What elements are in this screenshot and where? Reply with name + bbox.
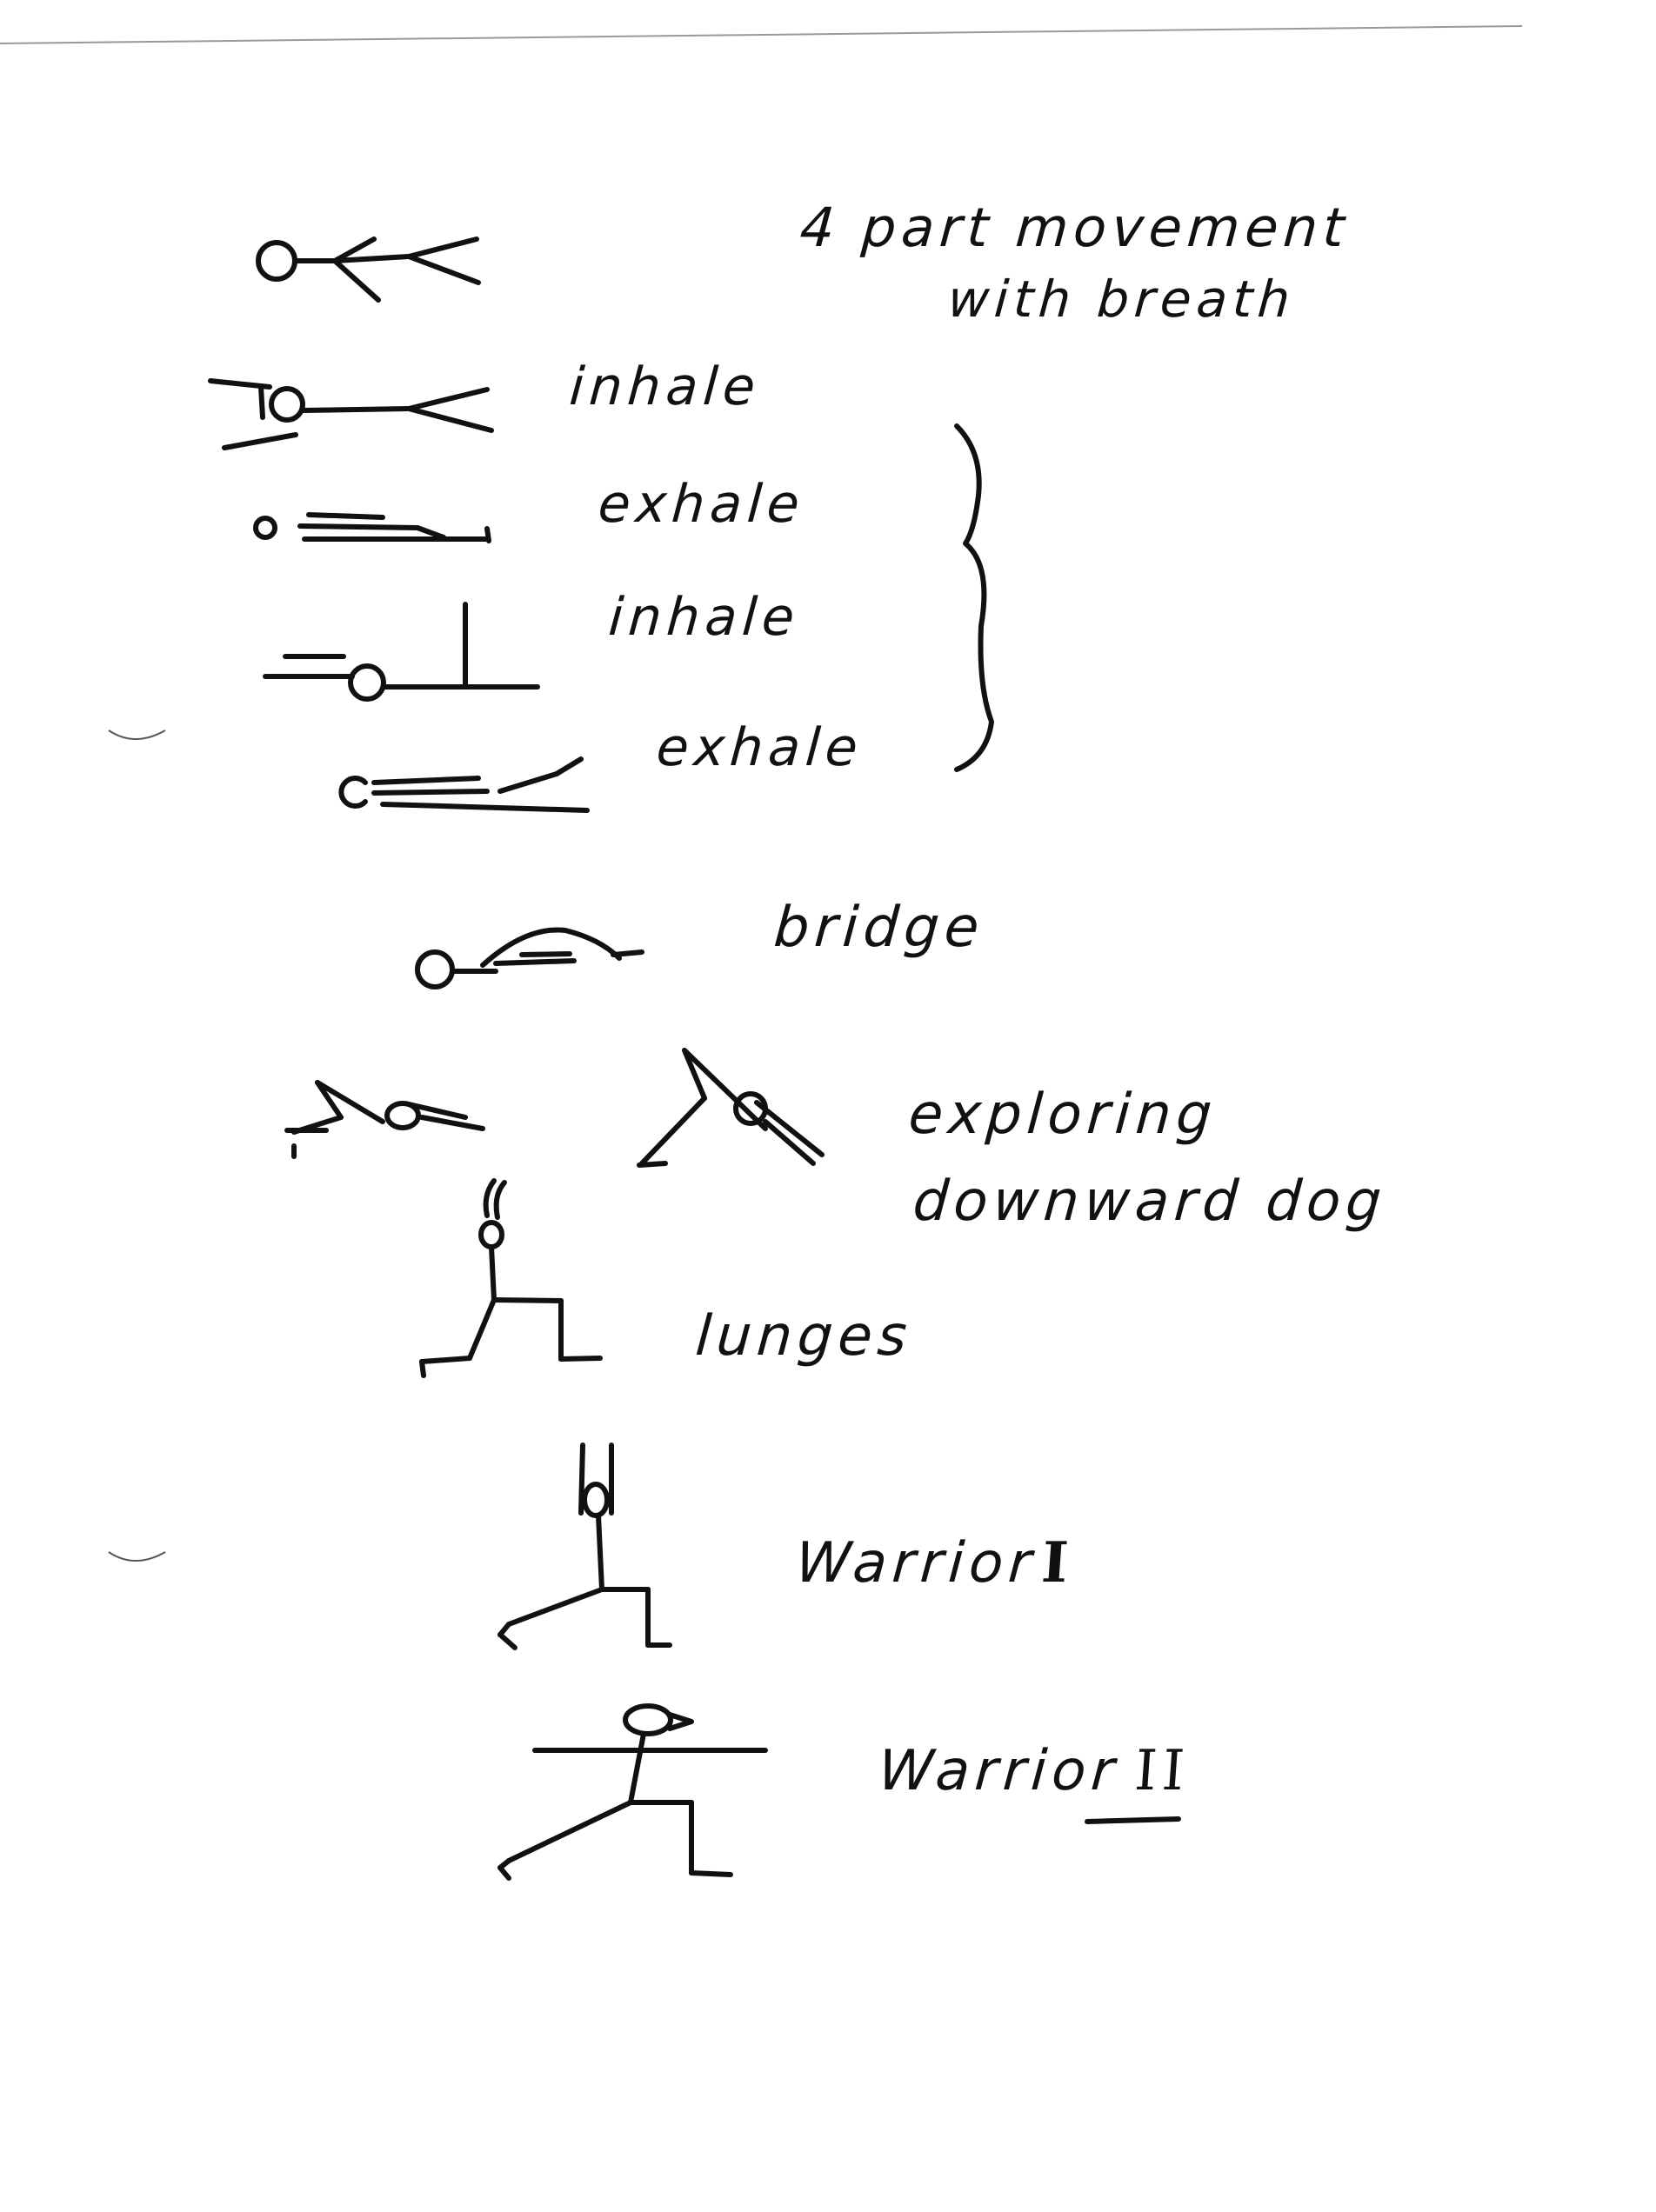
pose-label-bridge: bridge [771,896,986,960]
figure-lying-spread [256,237,481,303]
warrior-one-numeral: I [1039,1530,1076,1596]
pose-label-warrior-one: WarriorI [793,1530,1075,1596]
figure-exhale-flat [253,512,491,543]
figure-dog-knees-down [284,1080,485,1159]
figure-warrior-one [497,1442,672,1650]
heading-line-2: with breath [945,270,1298,329]
warrior-one-word: Warrior [793,1531,1039,1596]
heading-line-1: 4 part movement [798,196,1352,259]
breath-label-exhale-2: exhale [654,717,865,778]
figure-downward-dog [637,1048,825,1168]
binder-hole-top [108,730,166,740]
figure-lunge [419,1178,603,1378]
figure-inhale-arms-overhead [208,378,494,450]
pose-label-lunges: lunges [693,1304,914,1369]
pose-label-downward-dog: downward dog [911,1169,1389,1234]
warrior-two-word: Warrior [876,1739,1122,1803]
binder-hole-bottom [108,1551,166,1562]
breath-label-exhale-1: exhale [596,474,807,535]
paper-edge [0,25,1523,44]
warrior-two-numeral: II [1132,1739,1192,1803]
breath-label-inhale-2: inhale [606,587,802,648]
brace [954,423,994,772]
figure-inhale-leg-raised [263,602,540,702]
pose-label-exploring: exploring [906,1083,1219,1147]
figure-warrior-two [497,1703,768,1881]
warrior-two-numeral-underline [1085,1816,1181,1824]
breath-label-inhale-1: inhale [567,356,763,417]
pose-label-warrior-two: Warrior II [876,1739,1192,1803]
figure-bridge [415,927,644,989]
figure-exhale-knee-bent [338,756,590,813]
